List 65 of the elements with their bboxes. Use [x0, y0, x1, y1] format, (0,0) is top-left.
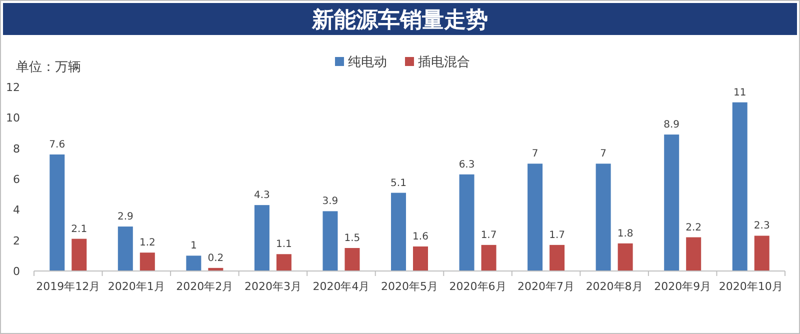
data-label: 1	[190, 240, 197, 252]
x-tick-label: 2020年3月	[244, 280, 302, 293]
bar	[276, 254, 292, 271]
bar	[140, 252, 155, 271]
y-tick-label: 6	[13, 173, 20, 186]
y-tick-label: 0	[13, 265, 20, 278]
bar	[754, 236, 770, 271]
bar	[186, 256, 202, 271]
x-tick-label: 2020年6月	[449, 280, 506, 293]
bar	[732, 102, 748, 271]
x-tick-label: 2020年1月	[108, 280, 165, 293]
bar	[664, 134, 680, 271]
legend-label: 纯电动	[348, 55, 387, 70]
bar	[528, 164, 543, 271]
bar	[118, 226, 133, 271]
x-tick-label: 2020年4月	[312, 280, 370, 293]
data-label: 1.7	[549, 230, 565, 241]
data-label: 1.5	[344, 233, 360, 244]
data-label: 5.1	[390, 178, 406, 189]
data-label: 0.2	[208, 252, 224, 264]
data-label: 7	[600, 148, 607, 160]
data-label: 1.7	[480, 230, 497, 241]
x-tick-label: 2020年10月	[718, 280, 783, 293]
y-tick-label: 4	[13, 204, 20, 217]
data-label: 7	[532, 148, 538, 160]
x-tick-label: 2019年12月	[36, 280, 100, 293]
x-tick-label: 2020年9月	[654, 280, 712, 293]
x-tick-label: 2020年8月	[586, 280, 643, 293]
x-tick-label: 2020年2月	[176, 280, 234, 293]
data-label: 1.1	[276, 239, 292, 250]
data-label: 4.3	[254, 190, 270, 202]
y-tick-label: 12	[6, 81, 20, 94]
data-label: 1.8	[617, 228, 634, 240]
bar	[254, 205, 270, 271]
data-label: 2.1	[71, 224, 88, 235]
y-tick-label: 10	[6, 112, 20, 125]
bar	[50, 154, 65, 271]
data-label: 2.3	[754, 220, 770, 232]
y-tick-label: 8	[13, 142, 20, 156]
bar	[322, 211, 338, 271]
chart-title: 新能源车销量走势	[311, 7, 488, 33]
y-tick-label: 2	[13, 234, 20, 248]
bar	[391, 192, 406, 271]
bar	[481, 244, 496, 271]
text: 单位：万辆	[16, 60, 81, 75]
bar	[72, 238, 87, 271]
data-label: 11	[733, 87, 746, 98]
data-label: 1.6	[412, 231, 428, 242]
bar	[459, 174, 474, 271]
bar	[344, 248, 360, 271]
data-label: 1.2	[139, 238, 156, 249]
x-tick-label: 2020年5月	[381, 280, 438, 293]
data-label: 2.9	[117, 212, 134, 223]
x-tick-label: 2020年7月	[518, 280, 575, 293]
bar	[686, 237, 702, 271]
bar	[550, 244, 565, 271]
data-label: 3.9	[322, 196, 338, 208]
data-label: 8.9	[664, 120, 680, 131]
bar	[413, 246, 428, 271]
data-label: 7.6	[49, 139, 66, 150]
legend-label: 插电混合	[418, 55, 470, 70]
data-label: 2.2	[686, 222, 702, 234]
data-label: 6.3	[458, 159, 475, 170]
bar	[596, 164, 611, 271]
bar	[618, 243, 633, 271]
